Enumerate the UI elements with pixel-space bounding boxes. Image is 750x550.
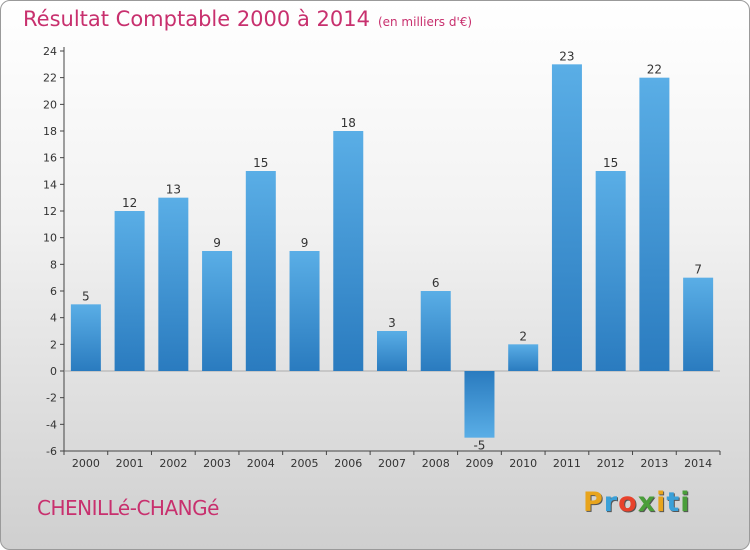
data-label-2006: 18	[341, 116, 356, 130]
x-tick-label: 2004	[247, 457, 275, 470]
data-label-2012: 15	[603, 156, 618, 170]
data-label-2014: 7	[694, 263, 702, 277]
y-tick-label: -2	[46, 392, 57, 405]
bar-2002	[158, 197, 189, 371]
y-tick-label: 8	[50, 258, 57, 271]
y-tick-label: 14	[43, 178, 57, 191]
bar-2014	[683, 277, 714, 371]
x-tick-label: 2014	[684, 457, 712, 470]
title-text: Résultat Comptable 2000 à 2014	[23, 7, 370, 31]
bar-2001	[114, 211, 145, 371]
data-label-2003: 9	[213, 236, 221, 250]
x-tick-label: 2000	[72, 457, 100, 470]
data-label-2000: 5	[82, 289, 90, 303]
y-tick-label: 20	[43, 98, 57, 111]
data-labels: 5 12 13 9 15 9 18 3 6 -5 2 23 15 22 7	[82, 49, 702, 452]
x-tick-label: 2013	[640, 457, 668, 470]
x-tick-label: 2001	[116, 457, 144, 470]
x-tick-label: 2006	[334, 457, 362, 470]
bar-2012	[595, 171, 626, 371]
logo-letter: i	[656, 487, 667, 518]
data-label-2001: 12	[122, 196, 137, 210]
data-label-2011: 23	[559, 49, 574, 63]
data-label-2005: 9	[301, 236, 309, 250]
logo-letter: P	[583, 487, 604, 518]
y-tick-label: 0	[50, 365, 57, 378]
bar-2006	[333, 131, 364, 371]
data-label-2013: 22	[647, 63, 662, 77]
y-tick-label: 2	[50, 338, 57, 351]
x-tick-label: 2010	[509, 457, 537, 470]
commune-name: CHENILLé-CHANGé	[37, 496, 219, 520]
x-tick-label: 2007	[378, 457, 406, 470]
x-tick-label: 2002	[159, 457, 187, 470]
chart-title: Résultat Comptable 2000 à 2014 (en millie…	[23, 7, 472, 31]
logo-letter: x	[637, 487, 657, 518]
bar-2010	[508, 344, 539, 371]
logo-letter: o	[618, 487, 638, 518]
data-label-2004: 15	[253, 156, 268, 170]
logo-letter: i	[680, 487, 691, 518]
bar-2013	[639, 77, 670, 372]
proxiti-logo: Proxiti	[583, 487, 691, 518]
x-tick-label: 2012	[597, 457, 625, 470]
data-label-2007: 3	[388, 316, 396, 330]
x-axis: 2000 2001 2002 2003 2004 2005 2006 2007 2008 2009…	[63, 370, 721, 470]
x-tick-label: 2009	[465, 457, 493, 470]
data-label-2008: 6	[432, 276, 440, 290]
bar-2011	[551, 64, 582, 372]
y-tick-label: 18	[43, 125, 57, 138]
x-tick-label: 2011	[553, 457, 581, 470]
chart-subtitle: (en milliers d'€)	[377, 15, 473, 29]
x-tick-label: 2005	[291, 457, 319, 470]
data-label-2010: 2	[519, 329, 527, 343]
logo-letter: r	[603, 487, 619, 518]
y-tick-label: 16	[43, 152, 57, 165]
data-label-2002: 13	[166, 183, 181, 197]
y-tick-label: -4	[46, 418, 57, 431]
bar-2008	[420, 291, 451, 371]
logo-letter: t	[666, 487, 681, 518]
y-tick-label: 24	[43, 45, 57, 58]
bar-2009	[464, 371, 495, 438]
x-tick-label: 2003	[203, 457, 231, 470]
bars	[70, 64, 714, 438]
y-tick-label: 22	[43, 72, 57, 85]
bar-2005	[289, 251, 320, 371]
y-tick-label: 4	[50, 312, 57, 325]
x-tick-label: 2008	[422, 457, 450, 470]
y-tick-label: 10	[43, 232, 57, 245]
y-tick-label: -6	[46, 445, 57, 458]
y-tick-label: 6	[50, 285, 57, 298]
y-tick-label: 12	[43, 205, 57, 218]
bar-2003	[202, 251, 233, 371]
data-label-2009: -5	[473, 439, 485, 453]
bar-2007	[377, 331, 407, 371]
bar-2000	[70, 304, 101, 371]
bar-2004	[245, 171, 276, 371]
